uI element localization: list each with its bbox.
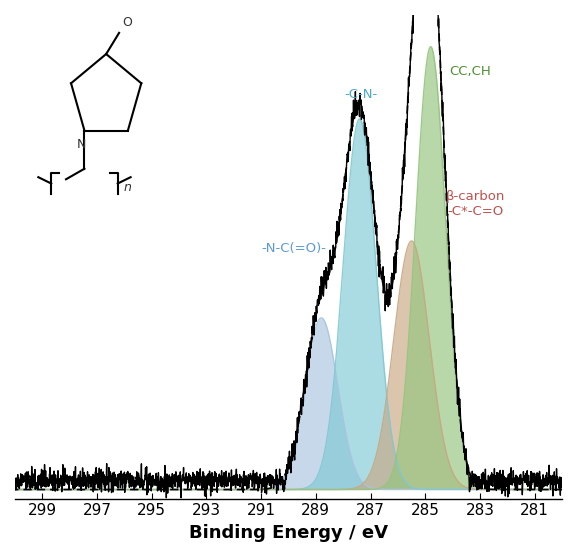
Text: N: N — [77, 138, 87, 151]
Text: n: n — [123, 181, 131, 194]
Text: O: O — [122, 16, 132, 28]
Text: CC,CH: CC,CH — [449, 65, 491, 79]
X-axis label: Binding Energy / eV: Binding Energy / eV — [189, 524, 388, 542]
Text: -N-C(=O)-: -N-C(=O)- — [261, 242, 327, 255]
Text: -C-N-: -C-N- — [344, 88, 377, 101]
Text: β-carbon
-C*-C=O: β-carbon -C*-C=O — [446, 190, 505, 218]
